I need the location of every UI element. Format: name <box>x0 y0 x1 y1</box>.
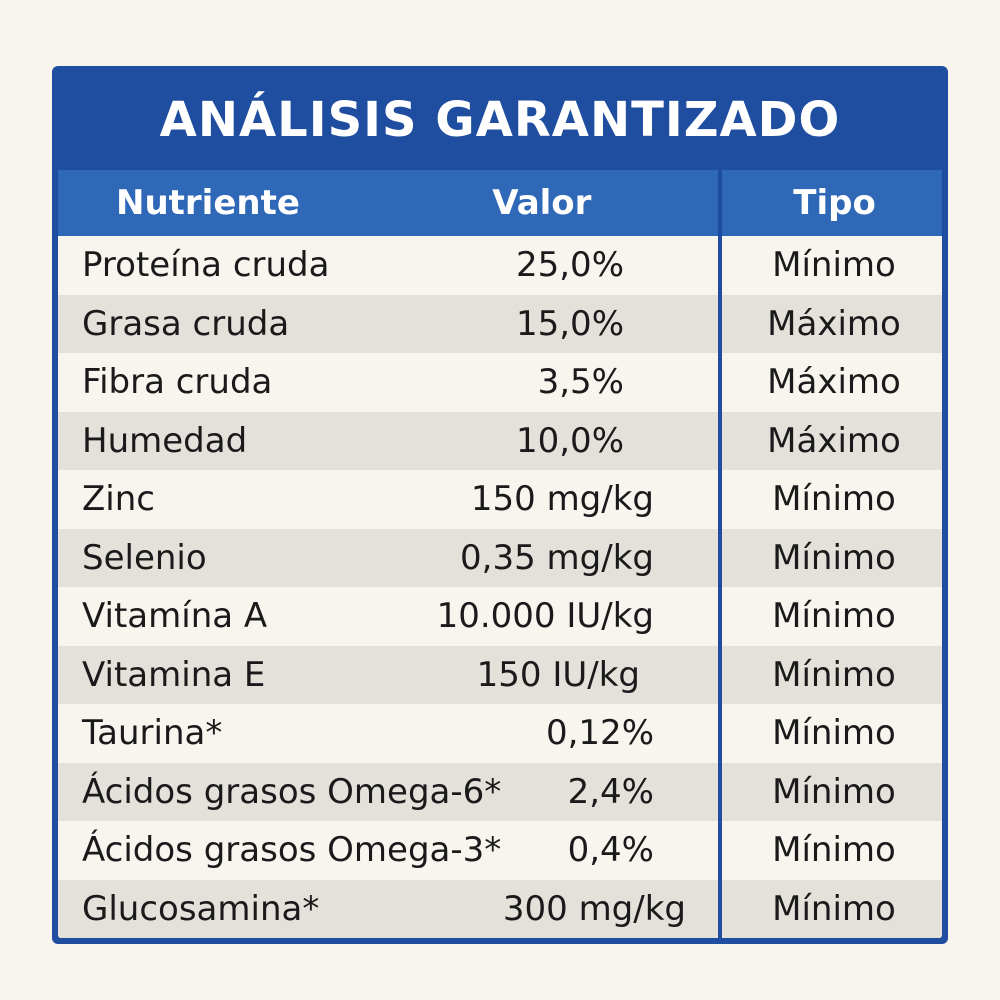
type-cell: Mínimo <box>772 245 896 286</box>
value-cell: 10.000 IU/kg <box>436 596 654 637</box>
value-cell: 300 mg/kg <box>502 888 686 929</box>
nutrient-cell: Selenio <box>82 537 207 578</box>
value-cell: 10,0% <box>515 420 624 461</box>
header-nutrient: Nutriente <box>116 183 300 223</box>
value-cell: 0,12% <box>545 713 654 754</box>
value-cell: 150 mg/kg <box>470 479 654 520</box>
nutrient-cell: Ácidos grasos Omega-6* <box>82 771 502 812</box>
type-cell: Máximo <box>767 420 901 461</box>
nutrient-cell: Ácidos grasos Omega-3* <box>82 830 502 871</box>
nutrient-cell: Taurina* <box>82 713 223 754</box>
type-cell: Máximo <box>767 303 901 344</box>
value-cell: 0,4% <box>567 830 654 871</box>
type-cell: Mínimo <box>772 830 896 871</box>
table-row: Fibra cruda 3,5% Máximo <box>58 353 942 412</box>
table-row: Grasa cruda 15,0% Máximo <box>58 294 942 353</box>
type-cell: Mínimo <box>772 771 896 812</box>
value-cell: 25,0% <box>515 245 624 286</box>
table-row: Zinc 150 mg/kg Mínimo <box>58 470 942 529</box>
table-header-row: Nutriente Valor Tipo <box>58 170 942 236</box>
type-cell: Mínimo <box>772 713 896 754</box>
header-value: Valor <box>492 183 592 223</box>
nutrient-cell: Zinc <box>82 479 155 520</box>
nutrient-cell: Proteína cruda <box>82 245 330 286</box>
nutrient-cell: Glucosamina* <box>82 888 320 929</box>
value-cell: 0,35 mg/kg <box>460 537 654 578</box>
page-title: ANÁLISIS GARANTIZADO <box>159 92 841 148</box>
type-cell: Máximo <box>767 362 901 403</box>
analysis-table: Nutriente Valor Tipo Proteína cruda 25,0%… <box>58 170 942 938</box>
header-type: Tipo <box>793 183 876 223</box>
table-row: Humedad 10,0% Máximo <box>58 411 942 470</box>
table-row: Vitamina E 150 IU/kg Mínimo <box>58 645 942 704</box>
type-cell: Mínimo <box>772 888 896 929</box>
value-cell: 3,5% <box>537 362 624 403</box>
value-cell: 2,4% <box>567 771 654 812</box>
nutrient-cell: Vitamína A <box>82 596 268 637</box>
title-bar: ANÁLISIS GARANTIZADO <box>58 66 942 170</box>
type-cell: Mínimo <box>772 537 896 578</box>
guaranteed-analysis-panel: ANÁLISIS GARANTIZADO Nutriente Valor Tip… <box>52 66 948 944</box>
nutrient-cell: Vitamina E <box>82 654 266 695</box>
type-cell: Mínimo <box>772 596 896 637</box>
table-row: Ácidos grasos Omega-3* 0,4% Mínimo <box>58 821 942 880</box>
table-row: Taurina* 0,12% Mínimo <box>58 704 942 763</box>
table-row: Ácidos grasos Omega-6* 2,4% Mínimo <box>58 762 942 821</box>
type-cell: Mínimo <box>772 654 896 695</box>
table-body: Proteína cruda 25,0% Mínimo Grasa cruda 15,0… <box>58 236 942 938</box>
type-cell: Mínimo <box>772 479 896 520</box>
table-row: Vitamína A 10.000 IU/kg Mínimo <box>58 587 942 646</box>
table-row: Proteína cruda 25,0% Mínimo <box>58 236 942 295</box>
table-row: Selenio 0,35 mg/kg Mínimo <box>58 528 942 587</box>
nutrient-cell: Grasa cruda <box>82 303 290 344</box>
nutrient-cell: Humedad <box>82 420 248 461</box>
value-cell: 150 IU/kg <box>476 654 640 695</box>
column-divider <box>718 170 722 938</box>
table-row: Glucosamina* 300 mg/kg Mínimo <box>58 879 942 938</box>
nutrient-cell: Fibra cruda <box>82 362 273 403</box>
value-cell: 15,0% <box>515 303 624 344</box>
